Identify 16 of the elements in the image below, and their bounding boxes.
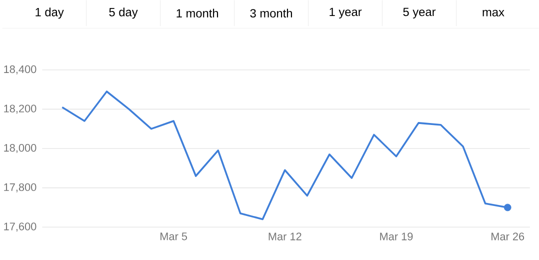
text: 1 year: [330, 8, 362, 18]
text: 5 day: [109, 8, 138, 19]
text: 3 month: [250, 8, 292, 18]
x-tick-label: Mar 26: [492, 232, 524, 240]
y-tick-label: 18,400: [4, 65, 36, 74]
y-tick-label: 17,600: [4, 222, 36, 232]
x-tick-label: Mar 5: [160, 232, 188, 240]
text: max: [482, 10, 504, 16]
x-tick-label: Mar 19: [380, 232, 413, 240]
y-tick-label: 18,200: [4, 104, 36, 114]
y-tick-label: 17,800: [4, 183, 36, 192]
text: 1 month: [176, 8, 218, 18]
x-tick-label: Mar 12: [268, 232, 302, 240]
text: 5 year: [403, 8, 436, 18]
y-tick-label: 18,000: [4, 144, 36, 154]
text: 1 day: [36, 8, 64, 19]
